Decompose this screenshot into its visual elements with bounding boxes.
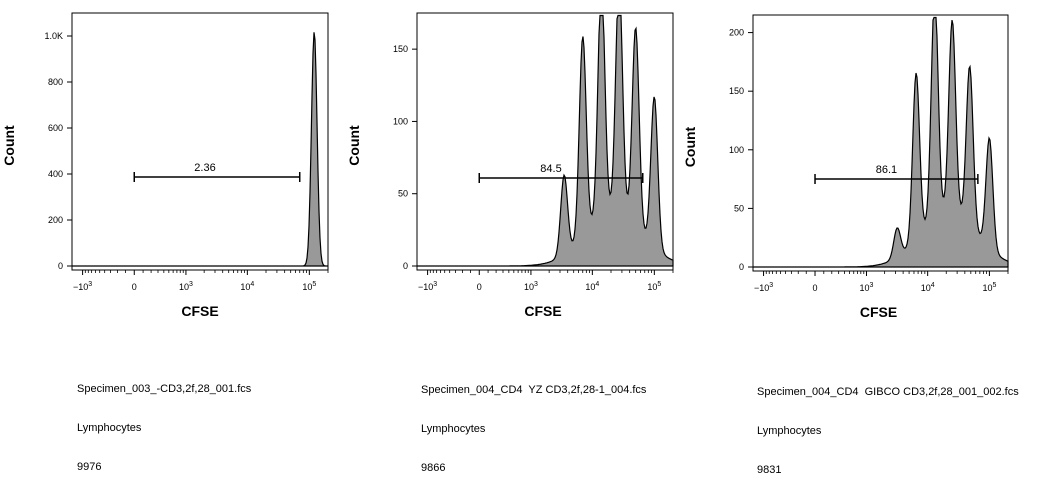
x-tick-label: 0 — [132, 282, 137, 292]
y-axis-title: Count — [1, 125, 17, 166]
caption-events: 9831 — [757, 464, 782, 476]
y-tick-label: 600 — [48, 123, 63, 133]
y-tick-label: 150 — [393, 44, 408, 54]
caption-3: Specimen_004_CD4 GIBCO CD3,2f,28_001_002… — [757, 360, 1019, 490]
plot-frame — [752, 14, 1009, 272]
y-tick-label: 1.0K — [44, 31, 63, 41]
caption-events: 9976 — [77, 461, 102, 473]
x-axis-title: CFSE — [524, 303, 561, 319]
gate-label: 86.1 — [876, 164, 897, 176]
figure-canvas: 0 200 400 600 800 1.0K −103 0 103 104 105 2.36 CFSE C… — [1, 12, 1009, 320]
y-tick-label: 800 — [48, 77, 63, 87]
x-axis-title: CFSE — [181, 303, 218, 319]
x-tick-label: −103 — [754, 282, 773, 293]
x-tick-label: 105 — [982, 282, 996, 293]
caption-population: Lymphocytes — [421, 423, 486, 435]
y-tick-label: 0 — [58, 261, 63, 271]
x-tick-label: 0 — [813, 283, 818, 293]
x-tick-label: 103 — [860, 282, 874, 293]
x-tick-label: 103 — [179, 281, 193, 292]
x-axis-title: CFSE — [860, 304, 897, 320]
x-tick-label: −103 — [73, 281, 92, 292]
plot-frame — [71, 12, 329, 271]
x-tick-label: 104 — [585, 281, 599, 292]
caption-2: Specimen_004_CD4 YZ CD3,2f,28-1_004.fcs … — [421, 358, 646, 488]
x-tick-label: −103 — [418, 281, 437, 292]
caption-1: Specimen_003_-CD3,2f,28_001.fcs Lymphocy… — [77, 357, 251, 487]
x-tick-label: 104 — [921, 282, 935, 293]
histogram-panel-1: 0 200 400 600 800 1.0K −103 0 103 104 105 2.36 CFSE C… — [1, 12, 329, 319]
caption-file: Specimen_004_CD4 GIBCO CD3,2f,28_001_002… — [757, 386, 1019, 398]
gate-label: 84.5 — [540, 163, 561, 175]
y-tick-label: 100 — [729, 145, 744, 155]
y-tick-label: 0 — [403, 261, 408, 271]
plot-frame — [416, 12, 674, 271]
histogram-panel-3: 0 50 100 150 200 −103 0 103 104 105 86.1 CFSE Count — [682, 14, 1009, 320]
y-tick-label: 50 — [398, 189, 408, 199]
x-tick-label: 103 — [524, 281, 538, 292]
y-tick-label: 100 — [393, 116, 408, 126]
histogram-area — [753, 16, 1009, 268]
histogram-area — [72, 32, 328, 267]
y-tick-label: 150 — [729, 86, 744, 96]
x-tick-label: 105 — [647, 281, 661, 292]
y-axis-title: Count — [346, 125, 362, 166]
caption-events: 9866 — [421, 462, 446, 474]
y-tick-label: 400 — [48, 169, 63, 179]
x-tick-label: 105 — [302, 281, 316, 292]
y-tick-label: 0 — [739, 262, 744, 272]
gate-label: 2.36 — [194, 162, 215, 174]
caption-file: Specimen_003_-CD3,2f,28_001.fcs — [77, 383, 252, 395]
y-tick-label: 200 — [48, 215, 63, 225]
caption-file: Specimen_004_CD4 YZ CD3,2f,28-1_004.fcs — [421, 384, 647, 396]
caption-population: Lymphocytes — [757, 425, 822, 437]
y-tick-label: 50 — [734, 203, 744, 213]
y-tick-label: 200 — [729, 28, 744, 38]
y-axis-title: Count — [682, 126, 698, 167]
histogram-panel-2: 0 50 100 150 −103 0 103 104 105 84.5 CFSE Count — [346, 12, 674, 319]
caption-population: Lymphocytes — [77, 422, 142, 434]
x-tick-label: 0 — [477, 282, 482, 292]
x-tick-label: 104 — [240, 281, 254, 292]
histogram-area — [417, 14, 674, 267]
